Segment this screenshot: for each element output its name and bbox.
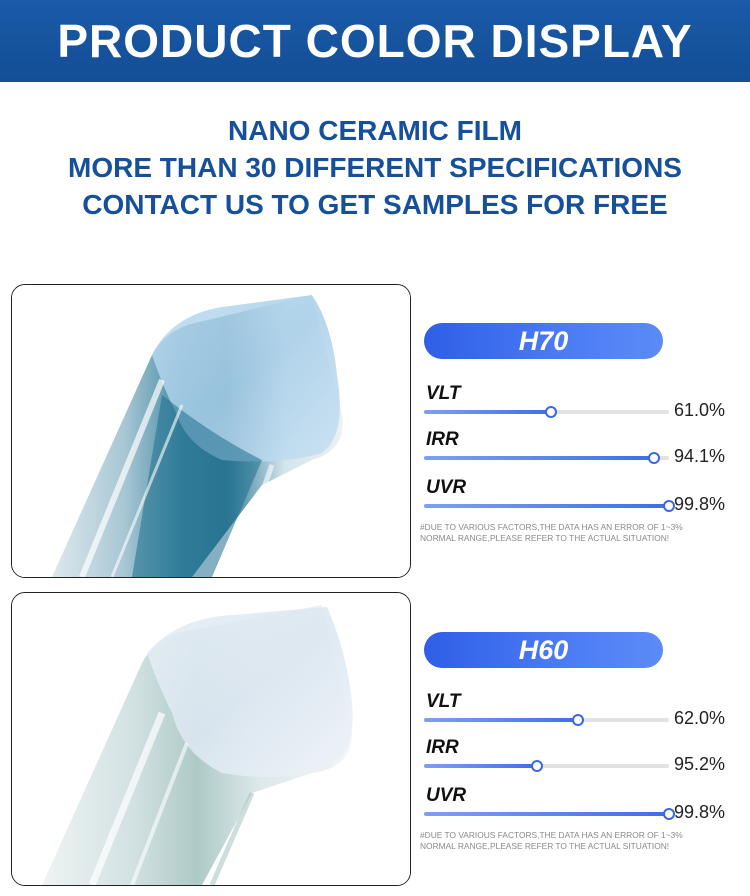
disclaimer-note: #DUE TO VARIOUS FACTORS,THE DATA HAS AN … [420, 830, 750, 852]
metric-irr: IRR 94.1% [424, 429, 740, 469]
product-name: H70 [518, 325, 569, 356]
product-name-pill: H70 [424, 323, 663, 359]
metric-knob [648, 452, 661, 464]
metric-knob [662, 808, 675, 820]
product-name: H60 [518, 634, 569, 665]
metric-value: 61.0% [674, 400, 726, 420]
metric-fill [424, 456, 655, 460]
intro-text: NANO CERAMIC FILM MORE THAN 30 DIFFERENT… [0, 112, 750, 223]
metric-label: UVR [426, 785, 467, 806]
metric-fill [424, 504, 669, 508]
metric-knob [545, 406, 558, 418]
metric-fill [424, 410, 552, 414]
metric-irr: IRR 95.2% [424, 737, 740, 777]
metric-value: 95.2% [674, 754, 726, 774]
product-name-pill: H60 [424, 632, 663, 668]
metric-track [424, 452, 669, 464]
intro-line-3: CONTACT US TO GET SAMPLES FOR FREE [82, 189, 668, 220]
intro-line-2: MORE THAN 30 DIFFERENT SPECIFICATIONS [68, 152, 682, 183]
header-banner: PRODUCT COLOR DISPLAY [0, 0, 750, 82]
metric-fill [424, 812, 669, 816]
metric-knob [530, 760, 543, 772]
film-roll-image-blue [12, 285, 410, 577]
metric-track [424, 714, 669, 726]
metric-label: IRR [426, 737, 459, 758]
page-title: PRODUCT COLOR DISPLAY [57, 15, 693, 67]
disclaimer-line-1: #DUE TO VARIOUS FACTORS,THE DATA HAS AN … [420, 830, 683, 840]
product-image-card-h70 [11, 284, 411, 578]
metric-label: IRR [426, 429, 459, 450]
metric-fill [424, 718, 579, 722]
metric-uvr: UVR 99.8% [424, 785, 740, 825]
film-roll-image-clear [12, 593, 410, 885]
metric-label: VLT [426, 383, 461, 404]
disclaimer-line-2: NORMAL RANGE,PLEASE REFER TO THE ACTUAL … [420, 841, 670, 851]
metric-label: VLT [426, 691, 461, 712]
intro-line-1: NANO CERAMIC FILM [228, 115, 522, 146]
metric-value: 99.8% [674, 494, 726, 514]
metric-value: 99.8% [674, 802, 726, 822]
metric-value: 94.1% [674, 446, 726, 466]
metric-knob [662, 500, 675, 512]
disclaimer-line-1: #DUE TO VARIOUS FACTORS,THE DATA HAS AN … [420, 522, 683, 532]
metric-track [424, 760, 669, 772]
metric-label: UVR [426, 477, 467, 498]
metric-value: 62.0% [674, 708, 726, 728]
metric-track [424, 406, 669, 418]
metric-fill [424, 764, 537, 768]
disclaimer-line-2: NORMAL RANGE,PLEASE REFER TO THE ACTUAL … [420, 533, 670, 543]
metric-track [424, 808, 675, 820]
metric-uvr: UVR 99.8% [424, 477, 740, 517]
disclaimer-note: #DUE TO VARIOUS FACTORS,THE DATA HAS AN … [420, 522, 750, 544]
product-image-card-h60 [11, 592, 411, 886]
metric-vlt: VLT 62.0% [424, 691, 740, 731]
metric-vlt: VLT 61.0% [424, 383, 740, 423]
metric-knob [572, 714, 585, 726]
metric-track [424, 500, 675, 512]
